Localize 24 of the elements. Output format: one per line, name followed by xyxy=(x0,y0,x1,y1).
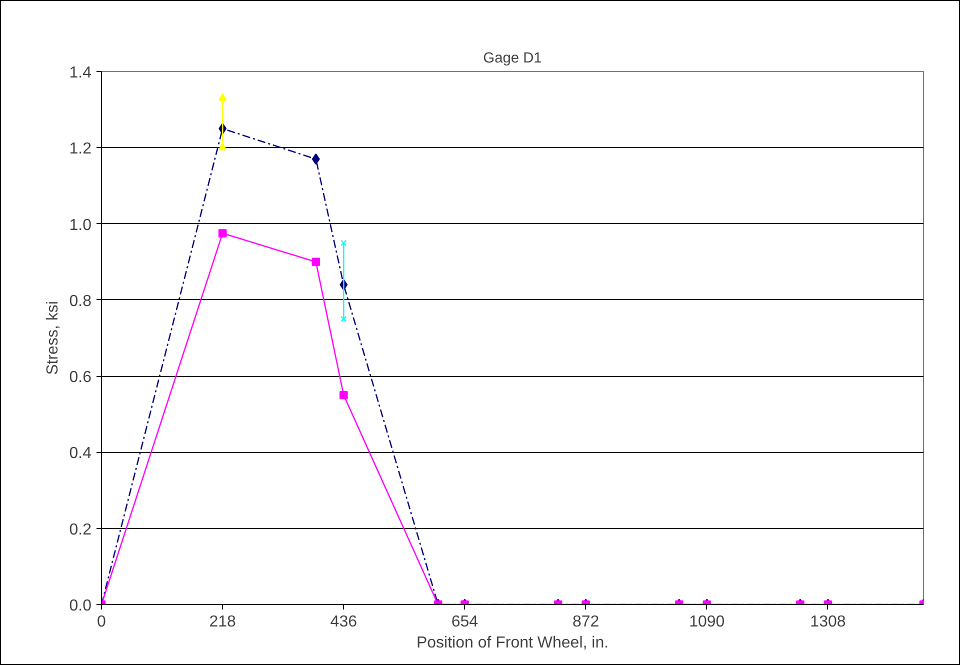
chart-title: Gage D1 xyxy=(483,50,542,66)
x-tick-label: 0 xyxy=(97,614,106,630)
x-tick-label: 872 xyxy=(572,614,600,630)
y-tick-label: 0.6 xyxy=(69,369,92,386)
point xyxy=(312,258,320,266)
y-tick-label: 0.8 xyxy=(69,292,92,310)
point xyxy=(218,229,227,238)
x-tick-label: 1308 xyxy=(810,614,846,630)
x-tick-label: 436 xyxy=(330,614,358,630)
y-tick-label: 1.2 xyxy=(69,140,92,158)
point xyxy=(340,240,347,246)
point xyxy=(340,390,348,400)
y-tick-label: 1.0 xyxy=(69,216,92,234)
x-tick-label: 654 xyxy=(451,614,478,630)
y-tick-label: 0.0 xyxy=(69,598,92,614)
point xyxy=(340,316,347,322)
y-tick-label: 0.2 xyxy=(69,521,92,538)
y-tick-label: 1.4 xyxy=(69,64,92,82)
x-tick-label: 218 xyxy=(209,614,236,630)
x-axis-title: Position of Front Wheel, in. xyxy=(416,634,609,652)
y-axis-title: Stress, ksi xyxy=(44,301,62,375)
y-tick-label: 0.4 xyxy=(69,445,92,462)
point xyxy=(312,153,320,165)
x-tick-label: 1090 xyxy=(689,614,725,630)
